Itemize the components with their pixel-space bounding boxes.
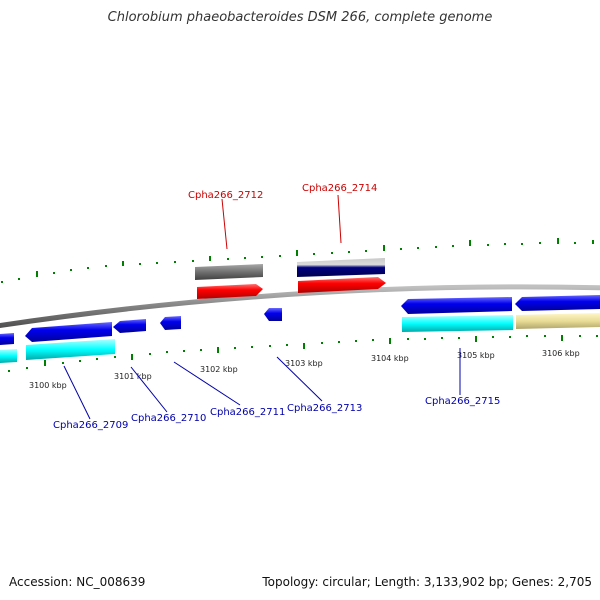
cds-reverse-2713[interactable] bbox=[264, 308, 282, 321]
genome-backbone bbox=[0, 284, 600, 329]
cds-reverse-2711[interactable] bbox=[160, 316, 181, 330]
cds-forward-2712[interactable] bbox=[197, 284, 263, 299]
gene-label-2712[interactable]: Cpha266_2712 bbox=[188, 190, 263, 201]
cds-reverse-2710[interactable] bbox=[113, 319, 146, 333]
tick-label-3101: 3101 kbp bbox=[114, 372, 152, 381]
callout-lines bbox=[63, 194, 461, 420]
gene-label-2711[interactable]: Cpha266_2711 bbox=[210, 407, 285, 418]
cds-reverse-2709[interactable] bbox=[25, 322, 112, 342]
feature-gray-2712[interactable] bbox=[195, 264, 263, 280]
tick-label-3100: 3100 kbp bbox=[29, 381, 67, 390]
tick-label-3103: 3103 kbp bbox=[285, 359, 323, 368]
cds-forward-2714[interactable] bbox=[298, 277, 386, 293]
tick-label-3102: 3102 kbp bbox=[200, 365, 238, 374]
cds-reverse-2708[interactable] bbox=[0, 333, 14, 345]
outer-tick-track bbox=[1, 238, 594, 283]
gene-label-2713[interactable]: Cpha266_2713 bbox=[287, 403, 362, 414]
feature-cyan-2708[interactable] bbox=[0, 349, 17, 363]
tick-label-3106: 3106 kbp bbox=[542, 349, 580, 358]
feature-navy-2714[interactable] bbox=[297, 258, 385, 277]
cds-reverse-2716[interactable] bbox=[515, 295, 600, 311]
accession-text: Accession: NC_008639 bbox=[9, 575, 146, 589]
tick-label-3105: 3105 kbp bbox=[457, 351, 495, 360]
feature-khaki-2716[interactable] bbox=[516, 313, 600, 329]
gene-label-2710[interactable]: Cpha266_2710 bbox=[131, 413, 206, 424]
genome-summary-text: Topology: circular; Length: 3,133,902 bp… bbox=[262, 575, 592, 589]
feature-cyan-2715[interactable] bbox=[402, 315, 513, 332]
gene-label-2715[interactable]: Cpha266_2715 bbox=[425, 396, 500, 407]
feature-cyan-2709[interactable] bbox=[26, 339, 115, 360]
tick-label-3104: 3104 kbp bbox=[371, 354, 409, 363]
reverse-features bbox=[0, 295, 600, 363]
inner-tick-track bbox=[8, 335, 598, 372]
gene-label-2709[interactable]: Cpha266_2709 bbox=[53, 420, 128, 431]
gene-label-2714[interactable]: Cpha266_2714 bbox=[302, 183, 377, 194]
cds-reverse-2715[interactable] bbox=[401, 297, 512, 314]
forward-features bbox=[195, 258, 386, 299]
map-title: Chlorobium phaeobacteroides DSM 266, com… bbox=[107, 10, 493, 25]
